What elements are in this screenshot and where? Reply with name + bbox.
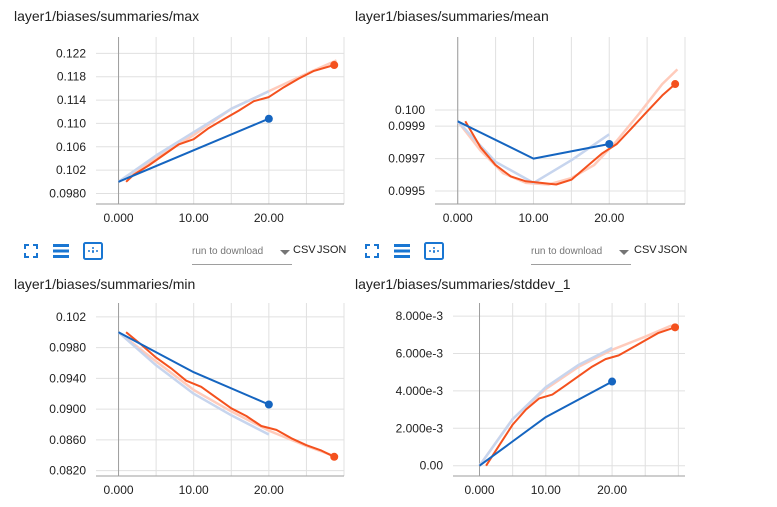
y-tick-label: 0.0980 [49,341,86,355]
series-line [457,120,610,160]
expand-icon[interactable] [20,240,42,262]
run-select-placeholder: run to download [531,246,603,257]
series-end-point [330,452,339,461]
y-tick-label: 2.000e-3 [396,421,444,435]
x-tick-label: 0.000 [443,211,473,225]
x-tick-label: 0.000 [104,211,134,225]
y-tick-label: 0.106 [56,140,86,154]
chart-title: layer1/biases/summaries/mean [355,8,549,24]
y-tick-label: 6.000e-3 [396,346,444,360]
y-tick-label: 4.000e-3 [396,384,444,398]
y-tick-label: 0.114 [57,93,86,107]
x-tick-label: 10.00 [179,211,209,225]
y-tick-label: 0.00 [420,459,444,473]
chevron-down-icon [280,250,290,255]
y-tick-label: 0.0860 [49,433,86,447]
series-line [118,331,270,406]
chart-title: layer1/biases/summaries/max [14,8,200,24]
series-line [485,326,676,467]
chart-max[interactable]: 0.122 0.118 0.114 0.110 0.106 0.102 0.0980 0.00… [14,8,384,238]
series-line [464,83,676,186]
y-tick-label: 0.102 [56,310,86,324]
chart-toolbar: run to download CSV JSON [20,240,350,268]
y-tick-label: 0.110 [57,116,86,130]
y-tick-label: 0.0820 [49,464,86,478]
x-tick-label: 0.000 [464,483,494,497]
series-end-point [671,323,680,332]
series-line [118,117,270,183]
y-tick-label: 0.0997 [388,152,425,166]
chart-stddev[interactable]: 8.000e-3 6.000e-3 4.000e-3 2.000e-3 0.00 0.00… [355,276,725,507]
csv-download-link[interactable]: CSV [634,244,657,256]
chart-card-stddev: layer1/biases/summaries/stddev_1 8.000e-… [355,276,725,506]
x-tick-label: 10.00 [179,483,209,497]
expand-icon[interactable] [361,240,383,262]
chart-card-mean: layer1/biases/summaries/mean 0.100 0.0999… [355,8,725,238]
x-tick-label: 20.00 [254,483,284,497]
series-line [117,90,270,183]
chart-card-max: layer1/biases/summaries/max 0.122 0.118 0.… [14,8,384,238]
y-tick-label: 0.0995 [388,184,425,198]
y-tick-label: 8.000e-3 [396,309,444,323]
series-end-point [671,80,680,89]
list-lines-icon[interactable] [50,240,72,262]
fit-dashed-box-icon[interactable] [423,240,445,262]
y-tick-label: 0.0980 [49,186,86,200]
x-tick-label: 20.00 [597,483,627,497]
x-tick-label: 10.00 [531,483,561,497]
series-line [456,68,679,186]
y-tick-label: 0.100 [395,103,425,117]
chevron-down-icon [619,250,629,255]
x-tick-label: 20.00 [254,211,284,225]
x-tick-label: 0.000 [104,483,134,497]
chart-title: layer1/biases/summaries/min [14,276,196,292]
series-line [125,331,335,458]
series-line [478,346,613,467]
json-download-link[interactable]: JSON [658,244,688,256]
x-tick-label: 10.00 [518,211,548,225]
y-tick-label: 0.0900 [49,402,86,416]
series-line [125,64,335,183]
y-tick-label: 0.102 [56,163,86,177]
csv-download-link[interactable]: CSV [293,244,316,256]
chart-mean[interactable]: 0.100 0.0999 0.0997 0.0995 0.000 10.00 20.00 [355,8,725,238]
json-download-link[interactable]: JSON [317,244,347,256]
y-tick-label: 0.0940 [49,371,86,385]
series-end-point [330,61,339,70]
chart-title: layer1/biases/summaries/stddev_1 [355,276,571,292]
x-tick-label: 20.00 [594,211,624,225]
series-end-point [608,377,617,386]
run-download-select[interactable]: run to download [531,242,631,265]
chart-toolbar: run to download CSV JSON [361,240,691,268]
series-line [117,331,270,436]
y-tick-label: 0.118 [57,70,86,84]
chart-card-min: layer1/biases/summaries/min 0.102 0.0980 0… [14,276,384,506]
run-download-select[interactable]: run to download [192,242,292,265]
run-select-placeholder: run to download [192,246,264,257]
fit-dashed-box-icon[interactable] [82,240,104,262]
series-end-point [264,114,273,123]
list-lines-icon[interactable] [391,240,413,262]
series-line [478,380,613,467]
y-tick-label: 0.0999 [388,119,425,133]
series-end-point [605,140,614,149]
chart-min[interactable]: 0.102 0.0980 0.0940 0.0900 0.0860 0.0820 0.000… [14,276,384,507]
y-tick-label: 0.122 [56,46,86,60]
series-line [117,331,337,458]
series-end-point [264,400,273,409]
